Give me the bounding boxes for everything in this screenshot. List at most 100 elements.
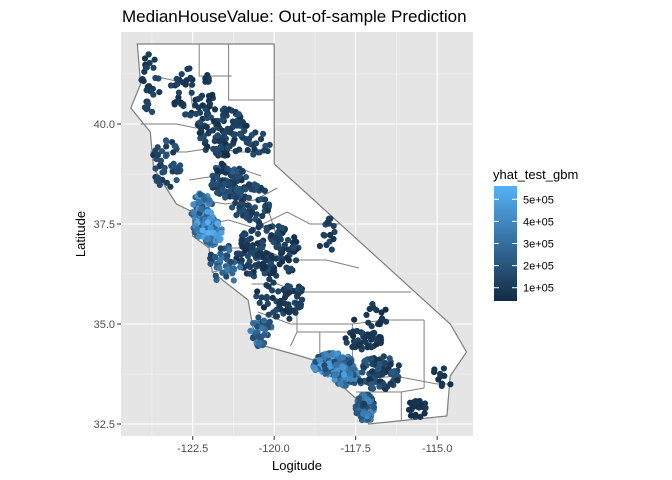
- data-point: [337, 380, 344, 387]
- data-point: [178, 71, 185, 78]
- data-point: [330, 222, 337, 230]
- data-point: [243, 122, 250, 129]
- data-point: [205, 229, 212, 236]
- data-point: [250, 151, 257, 158]
- data-point: [196, 233, 203, 240]
- data-point: [260, 304, 268, 311]
- data-point: [218, 229, 225, 236]
- data-point: [207, 260, 214, 267]
- data-point: [366, 410, 373, 417]
- data-point: [258, 294, 265, 301]
- data-point: [364, 344, 371, 351]
- data-point: [333, 361, 340, 368]
- data-point: [207, 255, 214, 262]
- data-point: [197, 191, 204, 198]
- data-point: [260, 317, 268, 324]
- data-point: [351, 316, 358, 323]
- data-point: [233, 194, 240, 201]
- data-point: [198, 206, 205, 213]
- data-point: [227, 258, 234, 265]
- data-point: [310, 364, 317, 371]
- data-point: [254, 182, 261, 189]
- data-point: [386, 355, 393, 362]
- data-point: [447, 381, 454, 388]
- legend-break-label: 5e+05: [523, 194, 554, 206]
- data-point: [232, 199, 239, 206]
- data-point: [194, 226, 201, 233]
- data-point: [279, 258, 286, 265]
- data-point: [204, 143, 211, 150]
- data-point: [291, 234, 298, 241]
- data-point: [245, 202, 252, 209]
- data-point: [360, 410, 367, 417]
- data-point: [331, 228, 338, 236]
- data-point: [339, 354, 346, 361]
- data-point: [187, 112, 194, 119]
- data-point: [360, 400, 368, 407]
- data-point: [277, 236, 284, 243]
- data-point: [259, 240, 266, 247]
- data-point: [374, 371, 381, 378]
- data-point: [254, 288, 261, 295]
- data-point: [244, 261, 251, 268]
- data-point: [378, 309, 385, 316]
- data-point: [359, 369, 366, 376]
- data-point: [182, 81, 189, 88]
- data-point: [350, 332, 357, 340]
- data-point: [211, 138, 218, 145]
- prediction-points: [138, 51, 454, 424]
- data-point: [260, 332, 268, 339]
- data-point: [150, 64, 157, 71]
- data-point: [214, 220, 221, 227]
- data-point: [268, 260, 275, 267]
- data-point: [196, 129, 203, 137]
- data-point: [320, 231, 327, 238]
- data-point: [184, 65, 191, 73]
- data-point: [204, 219, 211, 226]
- data-point: [369, 361, 376, 368]
- data-point: [257, 136, 265, 143]
- data-point: [204, 236, 211, 243]
- data-point: [435, 376, 442, 383]
- data-point: [326, 360, 333, 367]
- data-point: [229, 168, 236, 175]
- data-point: [231, 131, 239, 138]
- data-point: [353, 410, 360, 417]
- data-point: [229, 118, 236, 125]
- data-point: [217, 250, 224, 257]
- data-point: [214, 146, 221, 153]
- data-point: [163, 138, 170, 145]
- data-point: [363, 311, 370, 318]
- y-tick-label: 37.5: [94, 219, 115, 231]
- data-point: [376, 321, 383, 328]
- data-point: [159, 169, 166, 176]
- data-point: [251, 204, 259, 211]
- data-point: [196, 119, 204, 126]
- data-point: [209, 127, 216, 134]
- data-point: [213, 232, 220, 239]
- data-point: [347, 366, 354, 373]
- data-point: [242, 174, 250, 181]
- county-border: [257, 311, 425, 325]
- data-point: [224, 266, 231, 273]
- data-point: [173, 75, 180, 82]
- data-point: [244, 253, 251, 260]
- data-point: [258, 244, 266, 251]
- chart-title: MedianHouseValue: Out-of-sample Predicti…: [122, 7, 467, 26]
- data-point: [230, 180, 237, 187]
- data-point: [149, 108, 156, 115]
- data-point: [223, 273, 230, 280]
- data-point: [362, 338, 369, 346]
- data-point: [254, 251, 261, 259]
- data-point: [290, 244, 297, 251]
- data-point: [349, 343, 356, 350]
- data-point: [152, 74, 159, 82]
- y-axis-ticks: 40.0 37.5 35.0 32.5: [94, 119, 121, 431]
- data-point: [245, 194, 253, 201]
- data-point: [167, 82, 175, 89]
- data-point: [207, 224, 214, 231]
- data-point: [224, 152, 231, 159]
- data-point: [220, 112, 227, 119]
- y-tick-label: 32.5: [94, 419, 115, 431]
- data-point: [287, 265, 295, 272]
